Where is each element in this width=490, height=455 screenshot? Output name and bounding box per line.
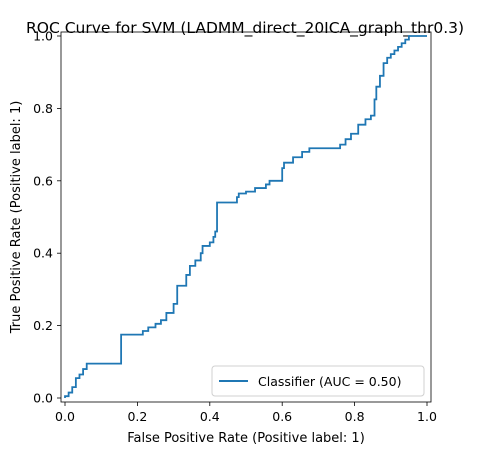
plot-area: 0.0 0.2 0.4 0.6 0.8 1.0 0.0 0.2 0.4 0.6 0.8 1.0 (33, 29, 437, 425)
legend-label: Classifier (AUC = 0.50) (258, 374, 401, 389)
y-tick-label: 0.8 (33, 101, 53, 116)
roc-curve-line (64, 35, 427, 398)
x-tick-label: 0.0 (55, 409, 75, 424)
y-tick-label: 0.0 (33, 391, 53, 406)
y-tick-label: 0.4 (33, 246, 53, 261)
legend-box (211, 365, 425, 397)
x-tick-label: 0.6 (272, 409, 292, 424)
x-axis-label: False Positive Rate (Positive label: 1) (127, 431, 365, 446)
x-tick-label: 0.8 (345, 409, 365, 424)
plot-frame (60, 31, 432, 403)
x-tick-label: 0.4 (200, 409, 220, 424)
x-tick-label: 1.0 (417, 409, 437, 424)
y-tick-label: 0.6 (33, 173, 53, 188)
chart-title: ROC Curve for SVM (LADMM_direct_20ICA_gr… (26, 19, 464, 38)
x-axis-ticks: 0.0 0.2 0.4 0.6 0.8 1.0 (55, 402, 437, 424)
series-layer (64, 35, 427, 398)
y-axis-label: True Positive Rate (Positive label: 1) (9, 101, 24, 335)
y-tick-label: 0.2 (33, 318, 53, 333)
y-axis-ticks: 0.0 0.2 0.4 0.6 0.8 1.0 (33, 29, 61, 406)
y-tick-label: 1.0 (33, 29, 53, 44)
legend: Classifier (AUC = 0.50) (211, 365, 425, 397)
x-tick-label: 0.2 (127, 409, 147, 424)
